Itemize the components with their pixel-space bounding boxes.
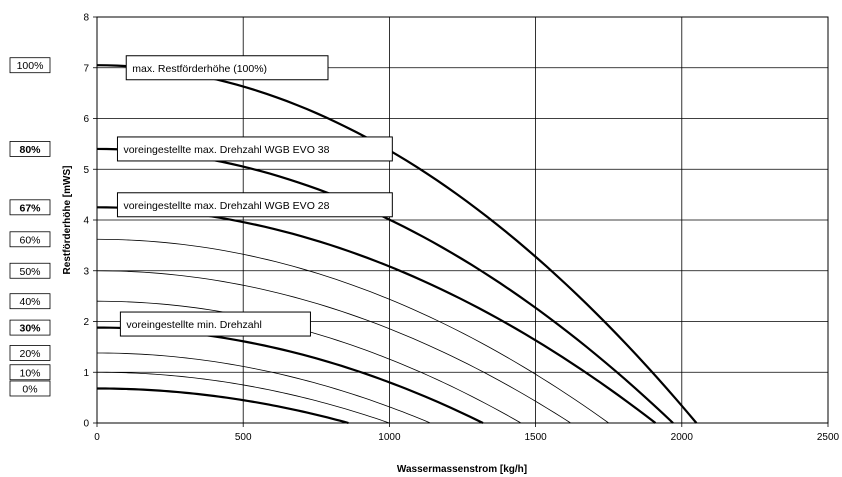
plot-area-frame: [96, 16, 829, 424]
x-tick-label: 1000: [378, 432, 401, 443]
speed-label-box: [9, 345, 51, 361]
x-tick-label: 2000: [671, 432, 694, 443]
y-tick-label: 8: [83, 13, 89, 24]
speed-label-box: [9, 293, 51, 310]
annotation-text: voreingestellte min. Drehzahl: [126, 319, 261, 331]
speed-label-box: [9, 364, 51, 381]
speed-label: 40%: [19, 296, 40, 308]
curve-0pct: [96, 387, 349, 425]
curve-20pct: [96, 352, 431, 424]
speed-label-box: [9, 199, 51, 216]
speed-label: 20%: [19, 348, 40, 360]
annotation-box: [116, 192, 393, 218]
annotation-box: [125, 55, 329, 81]
y-tick-label: 0: [83, 419, 89, 430]
annotation-box: [119, 311, 311, 337]
speed-label-box: [9, 380, 51, 397]
annotation-text: max. Restförderhöhe (100%): [132, 63, 267, 75]
curve-60pct: [96, 238, 609, 424]
speed-label: 30%: [19, 323, 41, 335]
plot-frame: [96, 16, 829, 424]
speed-label: 50%: [19, 266, 40, 278]
annotations: max. Restförderhöhe (100%) voreingestellt…: [116, 55, 393, 337]
speed-label: 60%: [19, 234, 40, 246]
speed-label: 67%: [19, 202, 41, 214]
x-tick-label: 500: [235, 432, 252, 443]
speed-label: 80%: [19, 144, 41, 156]
y-tick-label: 5: [83, 165, 89, 176]
x-tick-label: 2500: [817, 432, 840, 443]
speed-label: 10%: [19, 367, 40, 379]
x-axis-label: Wassermassenstrom [kg/h]: [397, 464, 527, 475]
speed-label-box: [9, 262, 51, 279]
speed-label-box: [9, 319, 51, 336]
curve-50pct: [96, 270, 571, 424]
y-tick-label: 7: [83, 63, 89, 74]
y-axis-label: Restförderhöhe [mWS]: [62, 166, 73, 275]
speed-label-box: [9, 141, 51, 157]
y-tick-label: 1: [83, 368, 89, 379]
speed-label: 0%: [22, 383, 37, 395]
speed-label: 100%: [17, 60, 44, 72]
annotation-box: [116, 136, 393, 162]
curve-10pct: [96, 371, 390, 424]
annotation-text: voreingestellte max. Drehzahl WGB EVO 38: [123, 144, 329, 156]
y-tick-label: 2: [83, 317, 89, 328]
speed-labels: 100% 80% 67% 60% 50% 40% 30% 20% 10% 0%: [9, 57, 51, 397]
x-tick-label: 0: [94, 432, 100, 443]
speed-label-box: [9, 231, 51, 248]
y-tick-label: 3: [83, 266, 89, 277]
y-tick-label: 6: [83, 114, 89, 125]
speed-label-box: [9, 57, 51, 74]
x-tick-label: 1500: [524, 432, 547, 443]
axis-ticks: 0 500 1000 1500 2000 2500 0 1 2 3 4 5 6 7 8: [83, 13, 839, 444]
annotation-text: voreingestellte max. Drehzahl WGB EVO 28: [123, 200, 329, 212]
y-tick-label: 4: [83, 216, 89, 227]
